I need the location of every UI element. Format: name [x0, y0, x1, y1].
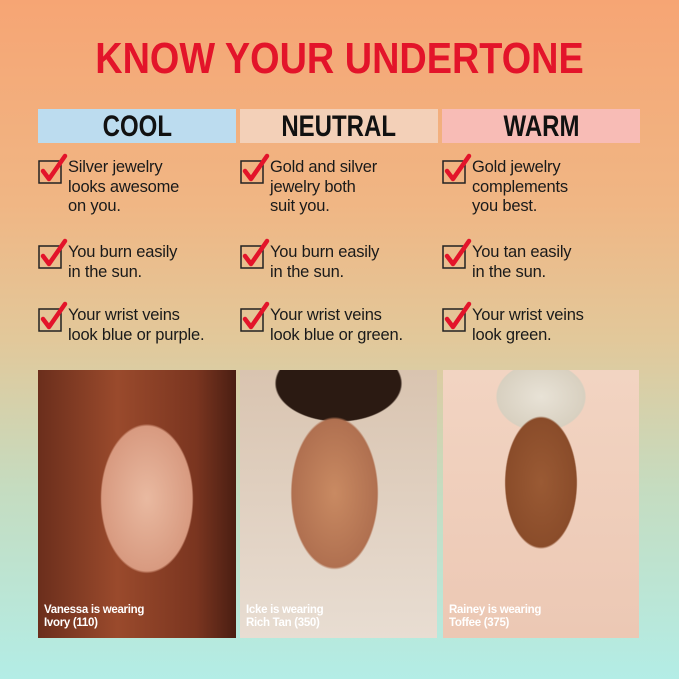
- column-neutral: NEUTRAL Gold and silver jewelry both suit y…: [240, 109, 438, 344]
- checkbox-checked-icon: [38, 153, 68, 184]
- checklist-text: You burn easily in the sun.: [270, 243, 380, 281]
- photo-caption: Icke is wearing Rich Tan (350): [246, 604, 324, 629]
- checkbox-checked-icon: [442, 301, 472, 332]
- checklist-item: You tan easily in the sun.: [442, 238, 572, 282]
- checkbox-checked-icon: [442, 238, 472, 269]
- checklist-item: Silver jewelry looks awesome on you.: [38, 153, 180, 217]
- checklist-text: Silver jewelry looks awesome on you.: [68, 158, 180, 215]
- checklist-item: Gold jewelry complements you best.: [442, 153, 568, 217]
- checkbox-checked-icon: [240, 153, 270, 184]
- checklist-text: You tan easily in the sun.: [472, 243, 572, 281]
- checklist-item: Your wrist veins look green.: [442, 301, 584, 345]
- checklist-text: Gold jewelry complements you best.: [472, 158, 568, 215]
- model-photo: Rainey is wearing Toffee (375): [443, 370, 639, 638]
- model-photo: Icke is wearing Rich Tan (350): [240, 370, 437, 638]
- checkbox-checked-icon: [240, 238, 270, 269]
- checklist-item: Gold and silver jewelry both suit you.: [240, 153, 378, 217]
- checklist-text: Your wrist veins look blue or green.: [270, 306, 403, 344]
- checkbox-checked-icon: [240, 301, 270, 332]
- checklist-item: You burn easily in the sun.: [38, 238, 178, 282]
- photo-caption: Rainey is wearing Toffee (375): [449, 604, 542, 629]
- column-header-label: COOL: [102, 110, 172, 143]
- checklist-item: You burn easily in the sun.: [240, 238, 380, 282]
- checkbox-checked-icon: [38, 238, 68, 269]
- checklist-text: Your wrist veins look green.: [472, 306, 584, 344]
- column-header-label: WARM: [502, 110, 579, 143]
- checkbox-checked-icon: [442, 153, 472, 184]
- photo-caption: Vanessa is wearing Ivory (110): [44, 604, 145, 629]
- checklist-item: Your wrist veins look blue or purple.: [38, 301, 205, 345]
- checklist-item: Your wrist veins look blue or green.: [240, 301, 403, 345]
- checklist-text: You burn easily in the sun.: [68, 243, 178, 281]
- column-header-label: NEUTRAL: [281, 110, 397, 143]
- model-photo: Vanessa is wearing Ivory (110): [38, 370, 236, 638]
- page-title: KNOW YOUR UNDERTONE: [95, 34, 584, 83]
- column-header: COOL: [38, 109, 236, 143]
- checklist-text: Gold and silver jewelry both suit you.: [270, 158, 378, 215]
- column-cool: COOL Silver jewelry looks awesome on you. Yo…: [38, 109, 236, 344]
- checklist-text: Your wrist veins look blue or purple.: [68, 306, 205, 344]
- column-header: NEUTRAL: [240, 109, 438, 143]
- column-warm: WARM Gold jewelry complements you best. You …: [442, 109, 640, 344]
- column-header: WARM: [442, 109, 640, 143]
- checkbox-checked-icon: [38, 301, 68, 332]
